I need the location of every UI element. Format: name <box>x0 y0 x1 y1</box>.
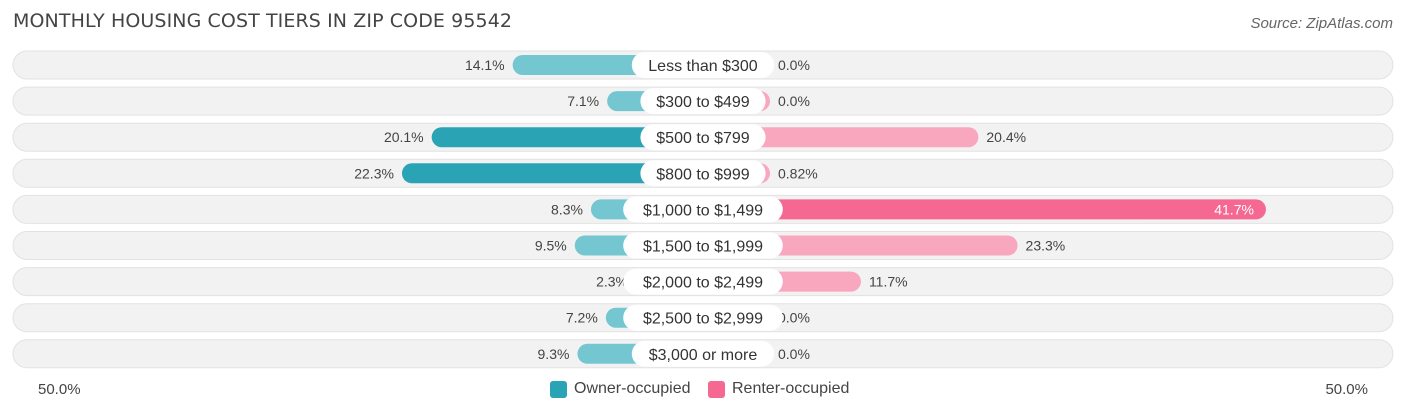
legend-label-owner: Owner-occupied <box>574 380 691 397</box>
bar-renter <box>703 127 979 148</box>
legend-swatch-owner <box>550 380 567 398</box>
label-renter: 23.3% <box>1026 238 1066 254</box>
category-pill <box>631 52 775 78</box>
category-label: $2,000 to $2,499 <box>643 275 763 292</box>
category-pill <box>623 268 783 295</box>
axis-right-label: 50.0% <box>1325 381 1368 398</box>
chart-row: 22.3% 0.82% $800 to $999 <box>12 158 1394 188</box>
chart-row: 20.1% 20.4% $500 to $799 <box>12 122 1394 152</box>
category-label: $800 to $999 <box>656 166 750 183</box>
bar-renter <box>703 199 1266 220</box>
chart-row: 14.1% 0.0% Less than $300 <box>12 50 1394 80</box>
label-owner: 14.1% <box>465 57 505 73</box>
category-pill <box>631 340 775 367</box>
category-label: $1,500 to $1,999 <box>643 239 763 256</box>
label-renter: 0.0% <box>778 57 810 73</box>
label-owner: 7.2% <box>566 310 598 326</box>
label-owner: 20.1% <box>384 129 424 145</box>
category-pill <box>640 160 766 187</box>
chart-row: 9.5% 23.3% $1,500 to $1,999 <box>12 231 1394 260</box>
chart-title: MONTHLY HOUSING COST TIERS IN ZIP CODE 9… <box>13 10 513 32</box>
label-renter: 0.0% <box>778 310 810 326</box>
label-owner: 7.1% <box>567 93 599 109</box>
legend: Owner-occupied Renter-occupied <box>0 378 1406 400</box>
label-owner: 22.3% <box>354 165 394 181</box>
chart-row: 2.3% 11.7% $2,000 to $2,499 <box>12 267 1394 297</box>
label-owner: 2.3% <box>596 274 628 290</box>
chart-row: 7.2% 0.0% $2,500 to $2,999 <box>12 303 1394 333</box>
category-label: $1,000 to $1,499 <box>643 202 763 219</box>
category-label: Less than $300 <box>648 58 758 75</box>
category-pill <box>623 232 783 259</box>
bar-owner <box>431 127 703 148</box>
category-pill <box>640 124 766 151</box>
chart-row: 8.3% 41.7% $1,000 to $1,499 <box>12 194 1394 224</box>
category-label: $500 to $799 <box>656 130 750 147</box>
axis-left-label: 50.0% <box>38 381 81 398</box>
legend-item-renter: Renter-occupied <box>708 380 849 398</box>
category-pill <box>623 304 783 331</box>
source-label: Source: ZipAtlas.com <box>1250 15 1393 32</box>
category-label: $300 to $499 <box>656 94 750 111</box>
chart-row: 7.1% 0.0% $300 to $499 <box>12 86 1394 116</box>
label-owner: 8.3% <box>551 201 583 217</box>
label-renter: 41.7% <box>1214 201 1254 217</box>
legend-item-owner: Owner-occupied <box>550 380 691 398</box>
category-label: $3,000 or more <box>649 347 758 364</box>
legend-swatch-renter <box>708 380 725 398</box>
label-owner: 9.5% <box>535 238 567 254</box>
label-renter: 0.82% <box>778 165 818 181</box>
legend-label-renter: Renter-occupied <box>732 380 850 397</box>
label-renter: 11.7% <box>869 274 908 290</box>
chart-row: 9.3% 0.0% $3,000 or more <box>12 339 1394 369</box>
bar-owner <box>401 163 703 184</box>
label-renter: 0.0% <box>778 346 810 362</box>
category-pill <box>640 88 766 115</box>
label-renter: 0.0% <box>778 93 810 109</box>
category-label: $2,500 to $2,999 <box>643 311 763 328</box>
chart-canvas: 14.1% 0.0% Less than $300 7.1% 0.0% $300 to $… <box>12 50 1394 369</box>
label-owner: 9.3% <box>538 346 570 362</box>
category-pill <box>623 196 783 223</box>
label-renter: 20.4% <box>986 129 1026 145</box>
